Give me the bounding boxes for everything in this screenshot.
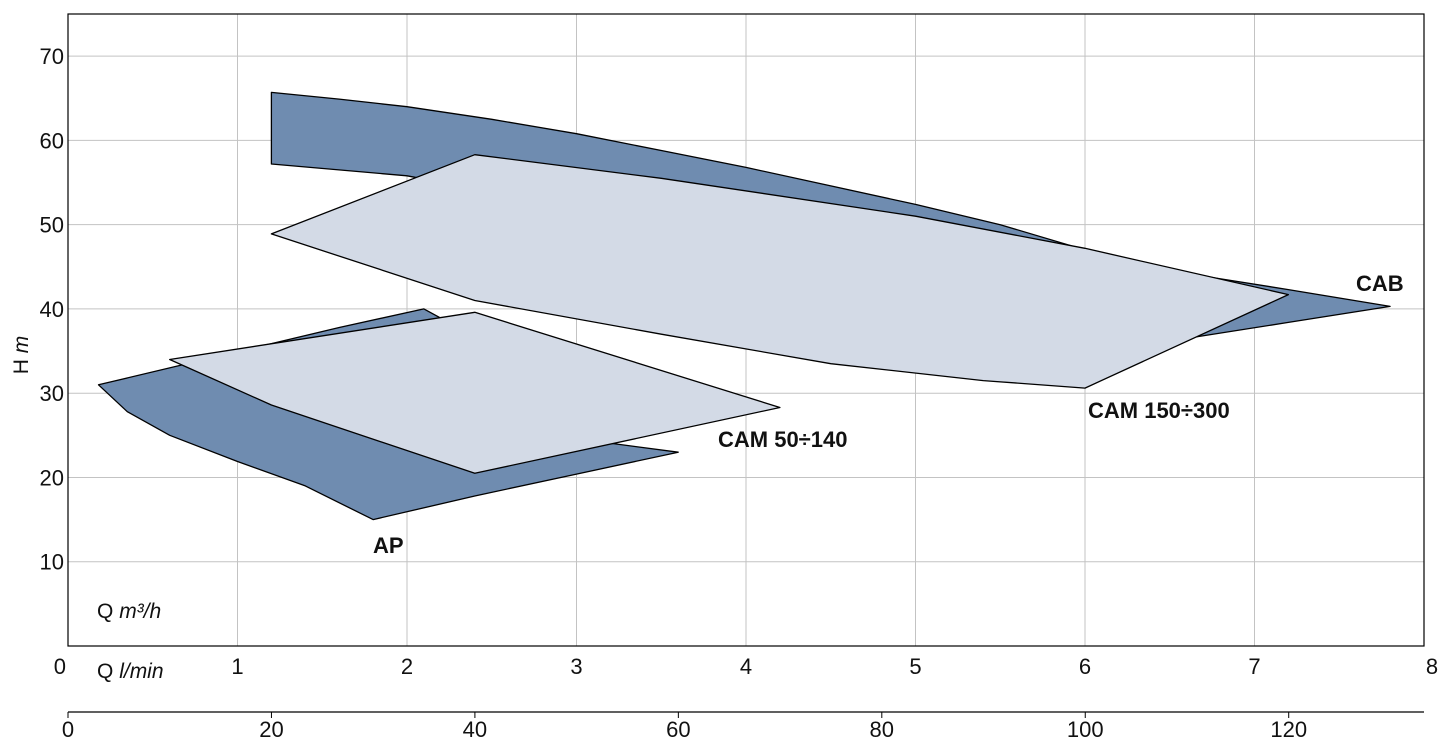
y-tick-label-5: 60: [40, 128, 64, 153]
series-labels: CAB CAM 150÷300 AP CAM 50÷140: [373, 271, 1404, 558]
x-primary-tick-label-2: 2: [401, 654, 413, 679]
series-area-cam-50-140: [169, 311, 781, 474]
x-primary-tick-label-8: 8: [1426, 654, 1438, 679]
x-secondary-tick-labels: 0 20 40 60 80 100 120: [62, 712, 1307, 740]
x-primary-tick-label-1: 1: [231, 654, 243, 679]
x-primary-axis-label-unit: m³/h: [119, 600, 161, 623]
x-primary-tick-label-7: 7: [1248, 654, 1260, 679]
x-primary-tick-label-5: 5: [909, 654, 921, 679]
series-area-cam-150-300: [270, 154, 1290, 389]
x-secondary-axis-label-main: Q: [97, 660, 113, 683]
plot-frame: [67, 13, 1425, 647]
y-tick-label-6: 70: [40, 44, 64, 69]
x-primary-tick-labels: 0 1 2 3 4 5 6 7 8: [54, 654, 1438, 679]
series-label-cab: CAB: [1356, 271, 1404, 296]
x-secondary-tick-label-2: 40: [463, 717, 487, 740]
x-secondary-tick-label-6: 120: [1270, 717, 1307, 740]
series-label-ap: AP: [373, 533, 404, 558]
y-tick-label-0: 10: [40, 550, 64, 575]
y-axis-label-unit: m: [10, 336, 33, 354]
y-axis-label-main: H: [10, 359, 33, 374]
y-tick-label-3: 40: [40, 297, 64, 322]
x-primary-tick-label-3: 3: [570, 654, 582, 679]
x-secondary-tick-label-3: 60: [666, 717, 690, 740]
y-tick-labels: 10 20 30 40 50 60 70: [40, 44, 64, 575]
x-primary-tick-label-6: 6: [1079, 654, 1091, 679]
x-primary-tick-label-4: 4: [740, 654, 752, 679]
y-tick-label-4: 50: [40, 213, 64, 238]
x-primary-tick-label-0: 0: [54, 654, 66, 679]
y-tick-label-2: 30: [40, 381, 64, 406]
x-primary-axis-label: Q m³/h: [97, 600, 161, 623]
x-secondary-tick-label-4: 80: [870, 717, 894, 740]
y-tick-label-1: 20: [40, 465, 64, 490]
x-secondary-axis-label-unit: l/min: [119, 660, 163, 683]
x-primary-axis-label-main: Q: [97, 600, 113, 623]
x-secondary-tick-label-1: 20: [259, 717, 283, 740]
x-secondary-tick-label-5: 100: [1067, 717, 1104, 740]
y-axis-label: H m: [10, 336, 33, 375]
series-label-cam-50-140: CAM 50÷140: [718, 427, 847, 452]
series-label-cam-150-300: CAM 150÷300: [1088, 398, 1230, 423]
series-areas: [97, 91, 1391, 521]
x-secondary-tick-label-0: 0: [62, 717, 74, 740]
x-secondary-axis-label: Q l/min: [97, 660, 164, 683]
